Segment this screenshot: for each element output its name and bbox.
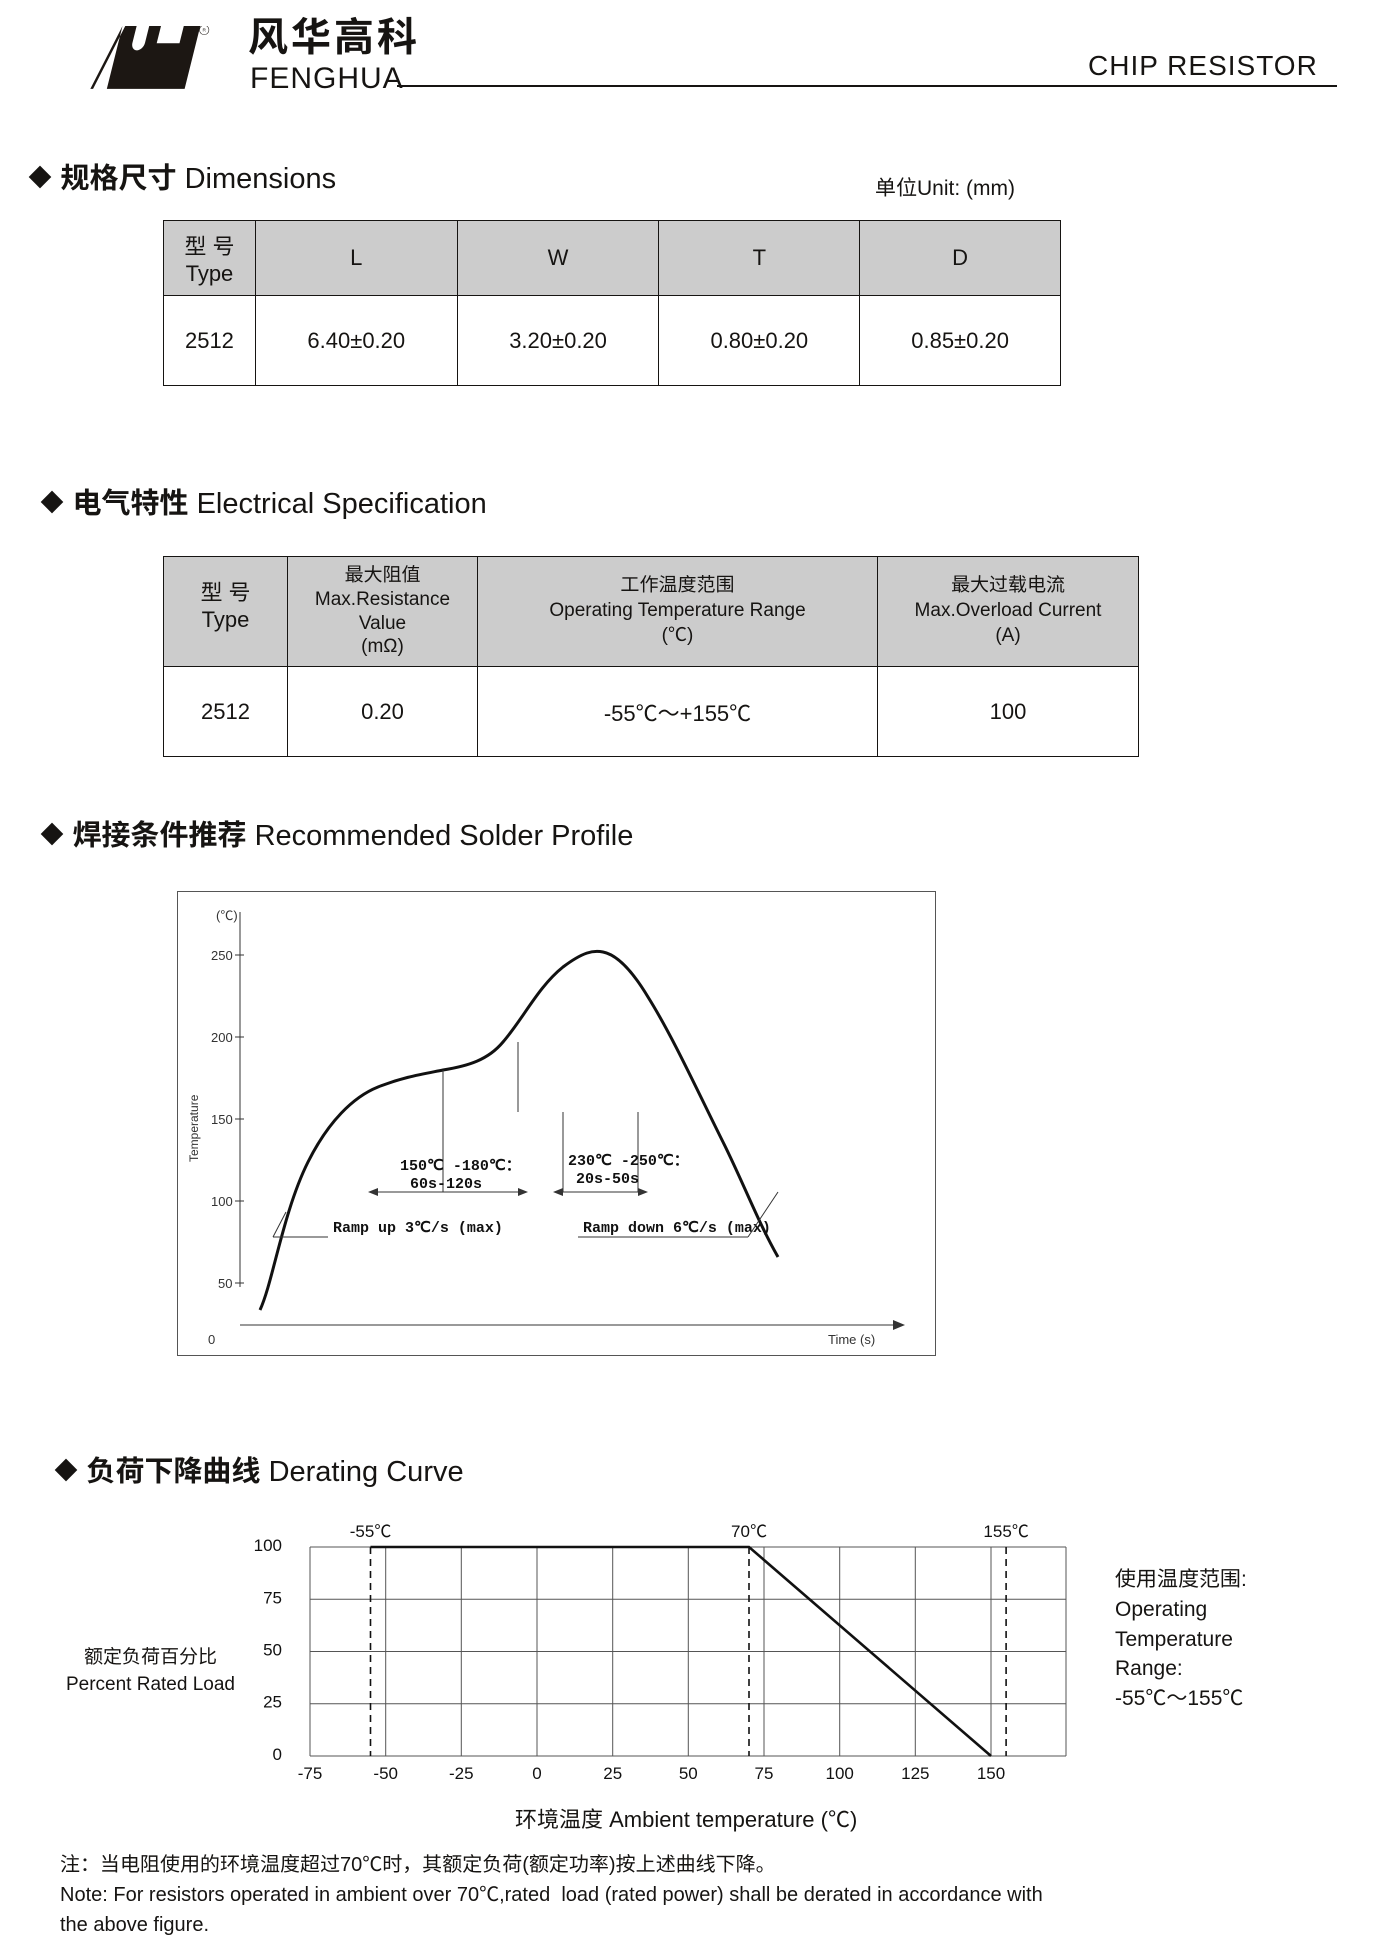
svg-text:100: 100 [254,1536,282,1555]
svg-text:150: 150 [977,1764,1005,1783]
svg-text:Temperature: Temperature [187,1094,201,1162]
svg-text:155℃: 155℃ [983,1522,1028,1541]
svg-text:-25: -25 [449,1764,474,1783]
svg-text:50: 50 [263,1641,282,1660]
svg-text:100: 100 [211,1194,233,1209]
svg-text:0: 0 [273,1745,282,1764]
svg-text:0: 0 [532,1764,541,1783]
svg-text:100: 100 [826,1764,854,1783]
svg-text:Time (s): Time (s) [828,1332,875,1347]
svg-text:70℃: 70℃ [731,1522,767,1541]
svg-text:150: 150 [211,1112,233,1127]
svg-text:-55℃: -55℃ [350,1522,392,1541]
svg-text:R: R [203,28,207,33]
svg-text:250: 250 [211,948,233,963]
svg-text:150℃ -180℃：: 150℃ -180℃： [400,1158,521,1175]
svg-text:50: 50 [218,1276,232,1291]
svg-text:-75: -75 [298,1764,323,1783]
svg-text:-50: -50 [373,1764,398,1783]
svg-text:Ramp down 6℃/s (max): Ramp down 6℃/s (max) [583,1220,771,1237]
svg-text:25: 25 [263,1693,282,1712]
svg-text:0: 0 [208,1332,215,1347]
svg-text:75: 75 [263,1589,282,1608]
svg-text:20s-50s: 20s-50s [576,1171,639,1188]
svg-text:50: 50 [679,1764,698,1783]
svg-text:75: 75 [755,1764,774,1783]
svg-text:230℃ -250℃：: 230℃ -250℃： [568,1153,689,1170]
svg-text:200: 200 [211,1030,233,1045]
svg-text:(℃): (℃) [216,908,238,923]
svg-text:60s-120s: 60s-120s [410,1176,482,1193]
svg-text:125: 125 [901,1764,929,1783]
svg-text:Ramp up 3℃/s (max): Ramp up 3℃/s (max) [333,1220,503,1237]
svg-text:25: 25 [603,1764,622,1783]
